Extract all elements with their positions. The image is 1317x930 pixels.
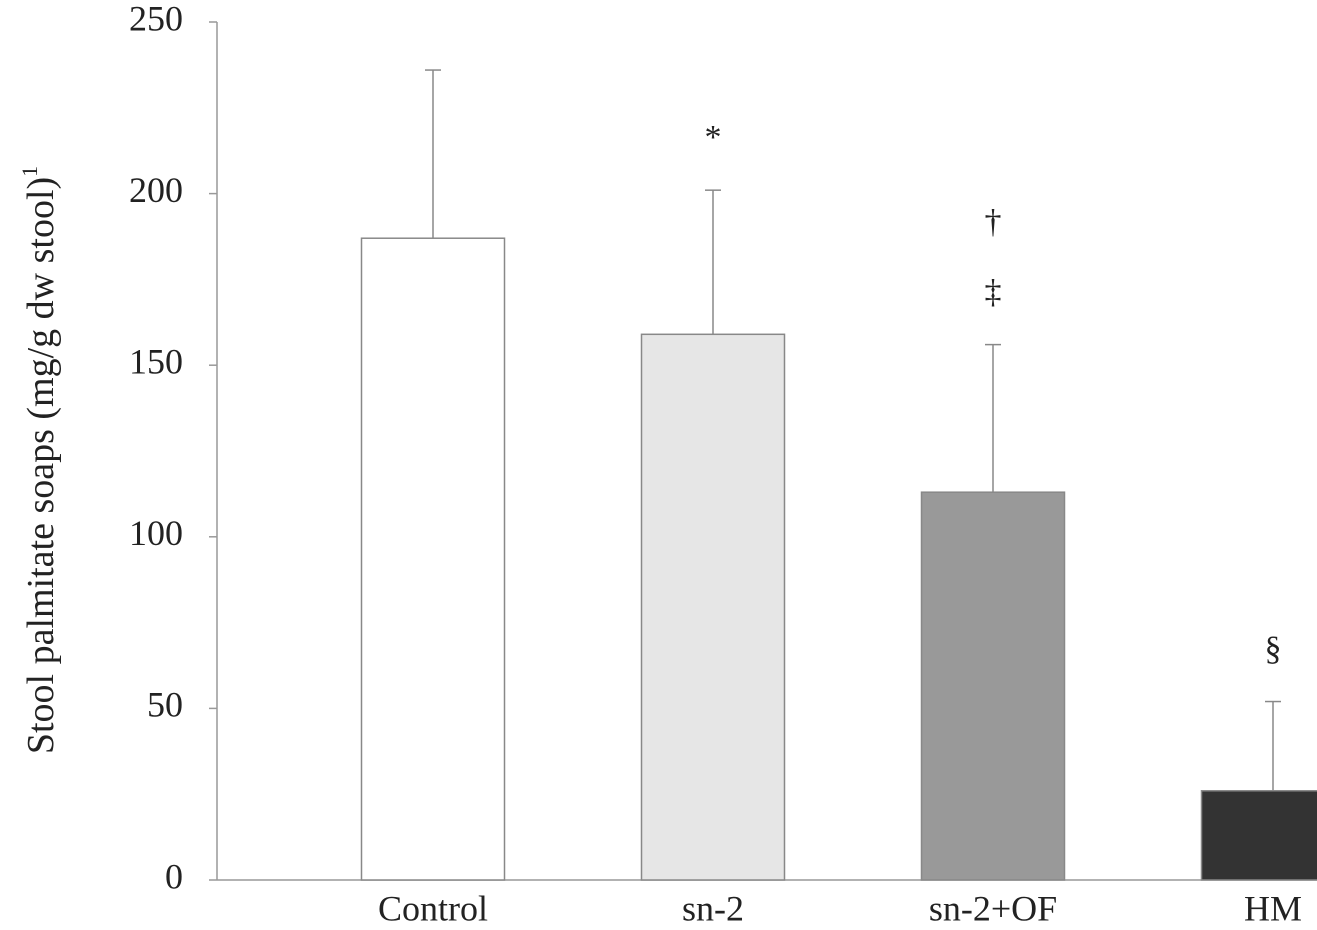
significance-marker: † [985, 203, 1002, 240]
error-bar [985, 343, 1001, 493]
x-tick-label: sn-2 [682, 888, 744, 928]
y-tick-label: 200 [129, 170, 183, 210]
y-tick-label: 50 [147, 685, 183, 725]
bar [920, 491, 1066, 881]
error-bar [1265, 700, 1281, 791]
bar [640, 333, 786, 881]
x-tick-label: sn-2+OF [929, 888, 1057, 928]
significance-marker: § [1265, 630, 1282, 667]
y-tick-label: 150 [129, 341, 183, 381]
y-axis-label: Stool palmitate soaps (mg/g dw stool) [20, 177, 62, 754]
y-axis-note: 1 [17, 166, 42, 177]
x-tick-label: HM [1244, 888, 1302, 928]
significance-marker: * [705, 119, 722, 156]
bar [360, 237, 506, 881]
y-axis-title: Stool palmitate soaps (mg/g dw stool)1 [17, 166, 62, 754]
error-bar [705, 189, 721, 335]
significance-marker: ‡ [985, 273, 1002, 310]
y-tick-label: 0 [165, 856, 183, 896]
bar [1200, 790, 1317, 881]
y-tick-label: 100 [129, 513, 183, 553]
x-tick-label: Control [378, 888, 488, 928]
error-bar [425, 69, 441, 239]
y-tick-label: 250 [129, 0, 183, 38]
